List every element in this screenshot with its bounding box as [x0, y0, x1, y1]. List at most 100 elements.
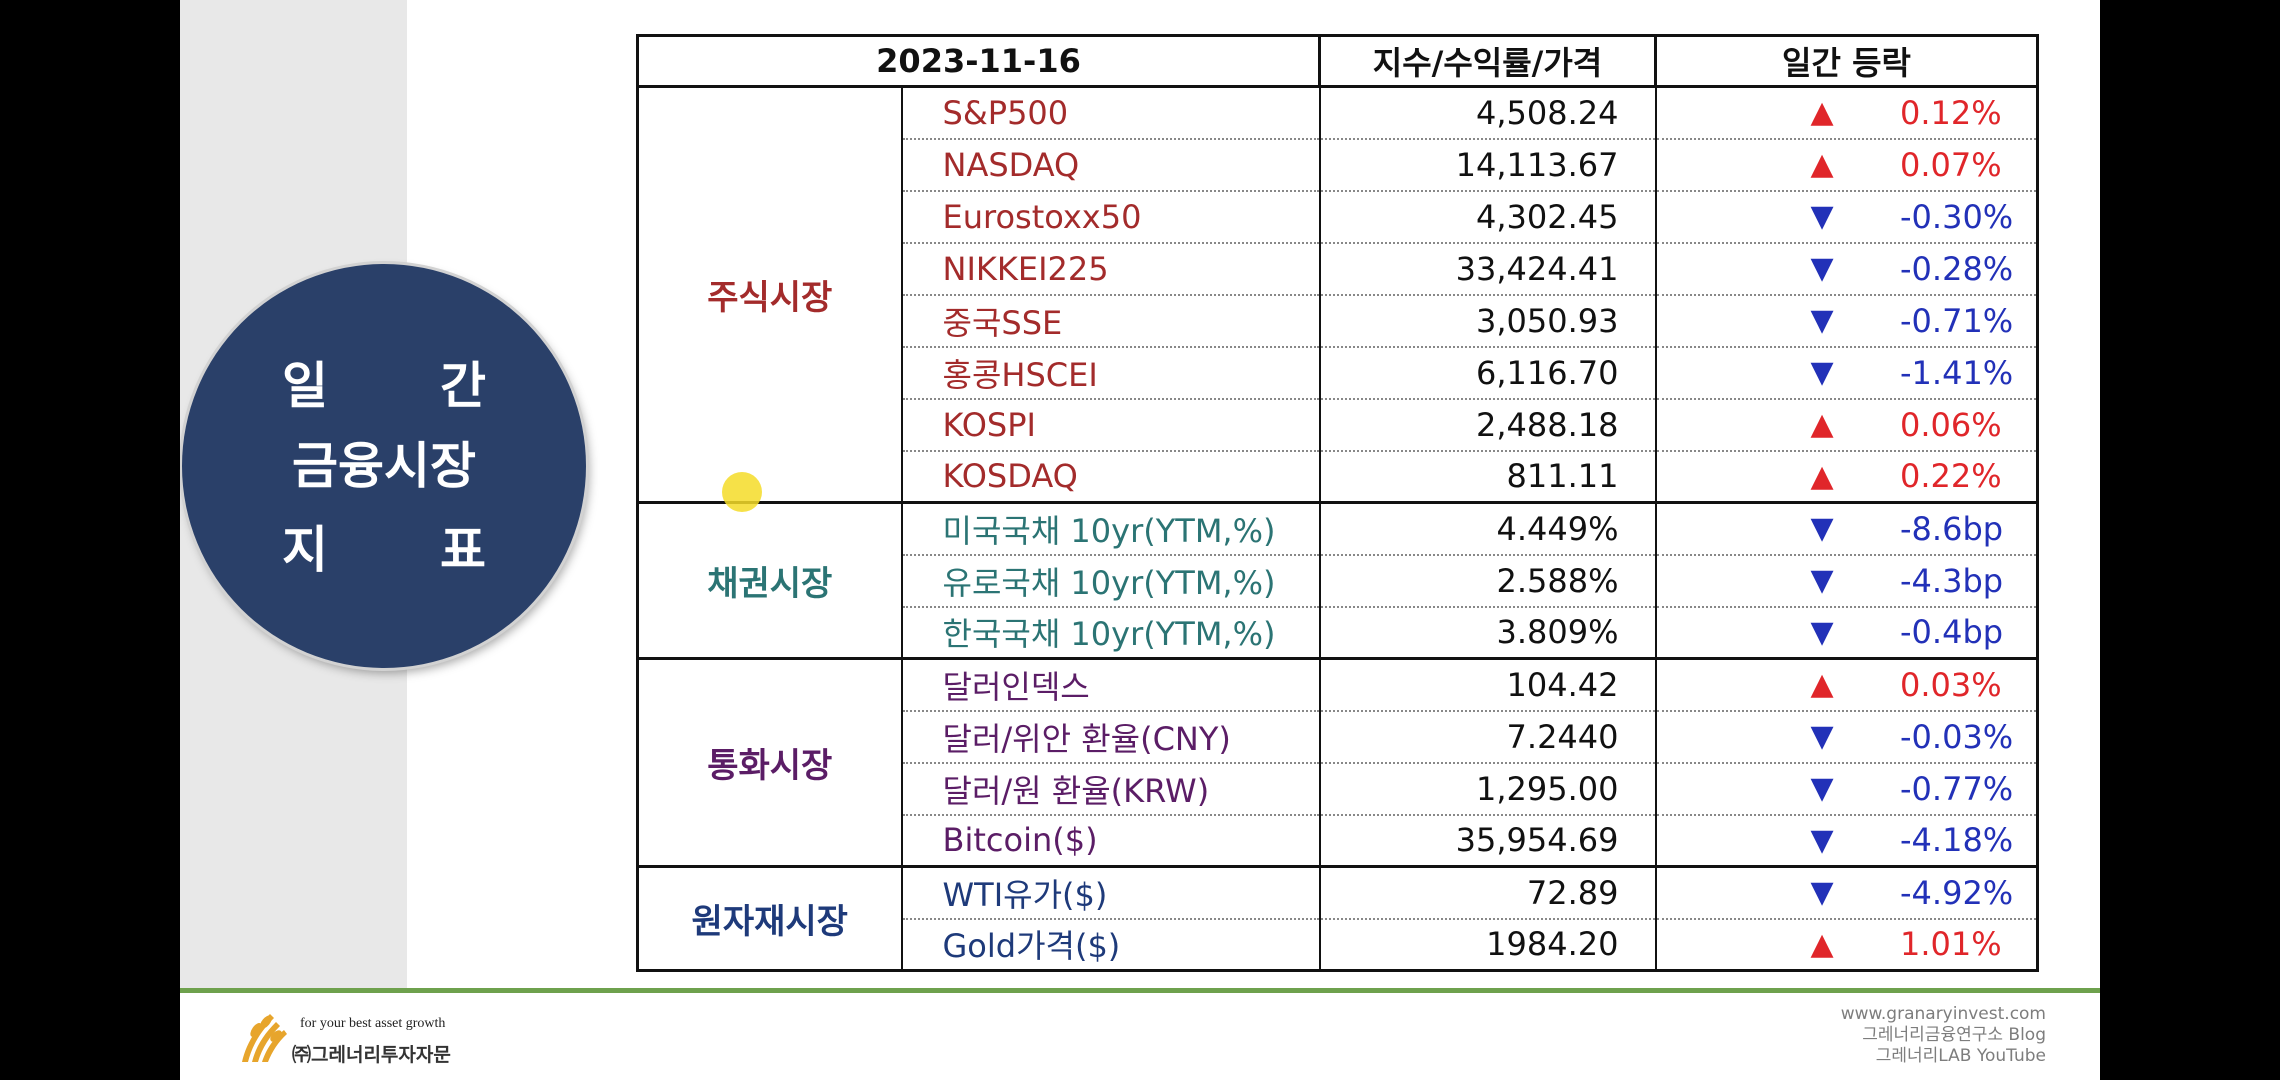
cursor-highlight	[722, 472, 762, 512]
slide: 일 간 금융시장 지 표 2023-11-16 지수/수익률/가격 일간 등락 …	[180, 0, 2100, 1080]
change-value: 0.03%	[1900, 665, 2002, 704]
daily-change-cell: ▲ 1.01%	[1654, 918, 2039, 972]
change-value: -0.71%	[1900, 301, 2014, 340]
table-row: 달러/원 환율(KRW) 1,295.00 ▼ -0.77%	[638, 762, 2039, 816]
change-value: -4.92%	[1900, 873, 2014, 912]
indicator-value: 2,488.18	[1318, 398, 1657, 452]
triangle-down-icon: ▼	[1810, 199, 1834, 234]
indicator-name: KOSDAQ	[900, 450, 1321, 504]
table-row: NIKKEI225 33,424.41 ▼ -0.28%	[638, 242, 2039, 296]
daily-change-cell: ▼ -0.30%	[1654, 190, 2039, 244]
title-line-2: 금융시장	[282, 436, 486, 496]
daily-change-cell: ▲ 0.06%	[1654, 398, 2039, 452]
change-value: -0.03%	[1900, 717, 2014, 756]
triangle-up-icon: ▲	[1810, 147, 1834, 182]
table-row: 한국국채 10yr(YTM,%) 3.809% ▼ -0.4bp	[638, 606, 2039, 660]
indicator-name: 한국국채 10yr(YTM,%)	[900, 606, 1321, 660]
indicator-name: Eurostoxx50	[900, 190, 1321, 244]
indicator-value: 2.588%	[1318, 554, 1657, 608]
indicator-name: NIKKEI225	[900, 242, 1321, 296]
daily-change-cell: ▲ 0.22%	[1654, 450, 2039, 504]
daily-change-cell: ▲ 0.03%	[1654, 658, 2039, 712]
indicator-value: 6,116.70	[1318, 346, 1657, 400]
indicator-value: 1984.20	[1318, 918, 1657, 972]
title-circle: 일 간 금융시장 지 표	[182, 264, 586, 668]
indicator-value: 811.11	[1318, 450, 1657, 504]
title-char: 일	[282, 357, 328, 415]
market-table: 2023-11-16 지수/수익률/가격 일간 등락 주식시장 S&P500 4,5…	[636, 34, 2039, 972]
table-row: NASDAQ 14,113.67 ▲ 0.07%	[638, 138, 2039, 192]
indicator-name: 달러/원 환율(KRW)	[900, 762, 1321, 816]
market-category: 원자재시장	[636, 866, 903, 972]
title-char: 표	[440, 521, 486, 579]
daily-change-cell: ▼ -0.03%	[1654, 710, 2039, 764]
indicator-name: NASDAQ	[900, 138, 1321, 192]
table-row: 유로국채 10yr(YTM,%) 2.588% ▼ -4.3bp	[638, 554, 2039, 608]
daily-change-cell: ▼ -8.6bp	[1654, 502, 2039, 556]
indicator-name: 달러인덱스	[900, 658, 1321, 712]
indicator-name: 달러/위안 환율(CNY)	[900, 710, 1321, 764]
indicator-value: 1,295.00	[1318, 762, 1657, 816]
triangle-up-icon: ▲	[1810, 95, 1834, 131]
change-value: -0.4bp	[1900, 613, 2004, 652]
table-row: 주식시장 S&P500 4,508.24 ▲ 0.12%	[636, 86, 2039, 504]
daily-change-cell: ▼ -0.71%	[1654, 294, 2039, 348]
indicator-name: KOSPI	[900, 398, 1321, 452]
market-category: 채권시장	[636, 502, 903, 660]
indicator-name: Bitcoin($)	[900, 814, 1321, 868]
change-value: 0.22%	[1900, 457, 2002, 496]
company-tagline: for your best asset growth	[300, 1016, 446, 1031]
table-body: 주식시장 S&P500 4,508.24 ▲ 0.12% NASDAQ 14,113.67 ▲…	[636, 86, 2039, 972]
indicator-value: 3.809%	[1318, 606, 1657, 660]
triangle-down-icon: ▼	[1810, 355, 1834, 390]
triangle-up-icon: ▲	[1810, 926, 1834, 962]
table-row: 달러/위안 환율(CNY) 7.2440 ▼ -0.03%	[638, 710, 2039, 764]
change-value: -4.3bp	[1900, 561, 2004, 600]
table-row: Gold가격($) 1984.20 ▲ 1.01%	[638, 918, 2039, 972]
indicator-name: Gold가격($)	[900, 918, 1321, 972]
indicator-name: 유로국채 10yr(YTM,%)	[900, 554, 1321, 608]
table-row: Bitcoin($) 35,954.69 ▼ -4.18%	[638, 814, 2039, 868]
change-value: -4.18%	[1900, 821, 2014, 860]
footer-divider	[180, 988, 2100, 993]
daily-change-cell: ▼ -4.92%	[1654, 866, 2039, 920]
triangle-down-icon: ▼	[1810, 251, 1834, 286]
footer-link-youtube[interactable]: 그레너리LAB YouTube	[1875, 1046, 2046, 1066]
indicator-value: 7.2440	[1318, 710, 1657, 764]
wheat-logo-icon	[242, 1014, 287, 1062]
title-text: 금융시장	[292, 437, 476, 495]
indicator-value: 104.42	[1318, 658, 1657, 712]
title-char: 간	[440, 357, 486, 415]
table-row: 중국SSE 3,050.93 ▼ -0.71%	[638, 294, 2039, 348]
triangle-up-icon: ▲	[1810, 458, 1834, 494]
table-row: KOSPI 2,488.18 ▲ 0.06%	[638, 398, 2039, 452]
triangle-down-icon: ▼	[1810, 719, 1834, 754]
triangle-down-icon: ▼	[1810, 303, 1834, 338]
table-row: KOSDAQ 811.11 ▲ 0.22%	[638, 450, 2039, 504]
change-value: -0.30%	[1900, 197, 2014, 236]
header-date: 2023-11-16	[636, 34, 1321, 88]
triangle-down-icon: ▼	[1810, 511, 1834, 547]
triangle-down-icon: ▼	[1810, 822, 1834, 858]
table-row: 원자재시장 WTI유가($) 72.89 ▼ -4.92%	[636, 866, 2039, 972]
indicator-name: WTI유가($)	[900, 866, 1321, 920]
header-value: 지수/수익률/가격	[1318, 34, 1657, 88]
daily-change-cell: ▼ -0.28%	[1654, 242, 2039, 296]
daily-change-cell: ▼ -0.4bp	[1654, 606, 2039, 660]
footer-links: www.granaryinvest.com 그레너리금융연구소 Blog 그레너…	[1841, 1004, 2046, 1067]
change-value: -0.77%	[1900, 769, 2014, 808]
change-value: -0.28%	[1900, 249, 2014, 288]
triangle-down-icon: ▼	[1810, 563, 1834, 598]
indicator-value: 33,424.41	[1318, 242, 1657, 296]
footer-link-blog[interactable]: 그레너리금융연구소 Blog	[1862, 1025, 2046, 1045]
table-header-row: 2023-11-16 지수/수익률/가격 일간 등락	[636, 34, 2039, 88]
indicator-name: 중국SSE	[900, 294, 1321, 348]
market-category: 통화시장	[636, 658, 903, 868]
footer-link-website[interactable]: www.granaryinvest.com	[1840, 1004, 2046, 1024]
daily-change-cell: ▼ -1.41%	[1654, 346, 2039, 400]
triangle-down-icon: ▼	[1810, 875, 1834, 911]
table-row: 통화시장 달러인덱스 104.42 ▲ 0.03%	[636, 658, 2039, 868]
indicator-value: 3,050.93	[1318, 294, 1657, 348]
indicator-name: 미국국채 10yr(YTM,%)	[900, 502, 1321, 556]
change-value: 0.07%	[1900, 145, 2002, 184]
